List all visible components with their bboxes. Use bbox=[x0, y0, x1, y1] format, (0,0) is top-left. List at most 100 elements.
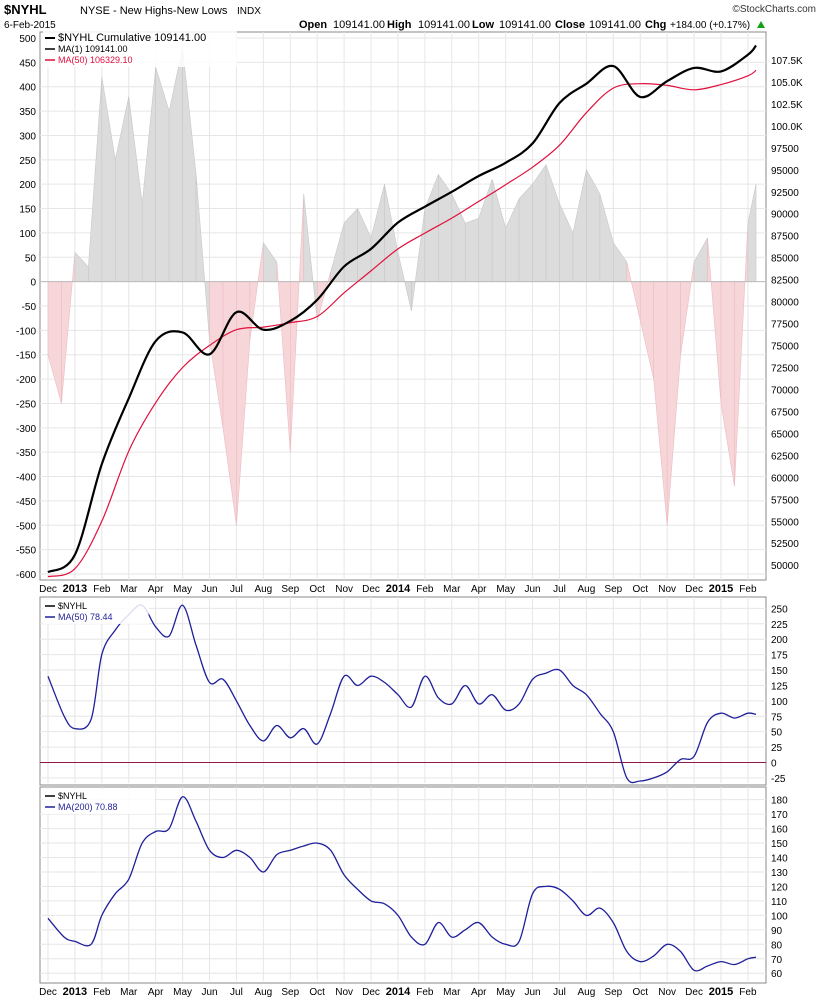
legend-label: MA(200) 70.88 bbox=[58, 802, 118, 812]
ma-line bbox=[47, 604, 757, 784]
x-axis-tick-label: Jul bbox=[553, 584, 566, 595]
right-axis-tick-label: 85000 bbox=[771, 254, 799, 265]
x-axis-tick-label: Aug bbox=[578, 584, 596, 595]
right-axis-tick-label: 52500 bbox=[771, 539, 799, 550]
x-axis-tick-label: Apr bbox=[148, 584, 164, 595]
x-axis-tick-label: 2013 bbox=[63, 986, 87, 998]
legend-background bbox=[43, 599, 149, 624]
left-axis-tick-label: -100 bbox=[16, 326, 36, 337]
x-axis-tick-label: Apr bbox=[148, 987, 164, 998]
histogram-segment bbox=[182, 47, 197, 282]
x-axis-tick-label: Jun bbox=[201, 987, 217, 998]
ma200-grid bbox=[40, 787, 766, 981]
histogram-segment bbox=[693, 237, 708, 282]
histogram-segment bbox=[505, 198, 520, 282]
x-axis-tick-label: 2015 bbox=[709, 583, 733, 595]
x-axis-tick-label: Oct bbox=[632, 584, 648, 595]
chart-date: 6-Feb-2015 bbox=[4, 20, 56, 31]
histogram-segment bbox=[720, 281, 735, 487]
x-axis-tick-label: Aug bbox=[578, 987, 596, 998]
x-axis-tick-label: Oct bbox=[632, 987, 648, 998]
x-axis-tick-label: Dec bbox=[39, 584, 57, 595]
right-axis-tick-label: 100.0K bbox=[771, 122, 803, 133]
left-axis-tick-label: 300 bbox=[19, 131, 36, 142]
x-axis-tick-label: Dec bbox=[685, 987, 703, 998]
x-axis-tick-label: 2014 bbox=[386, 583, 411, 595]
legend-label: MA(50) 78.44 bbox=[58, 612, 113, 622]
right-axis-tick-label: 180 bbox=[771, 796, 788, 807]
x-axis-tick-label: May bbox=[496, 584, 515, 595]
right-axis-tick-label: 57500 bbox=[771, 495, 799, 506]
right-axis-tick-label: 95000 bbox=[771, 166, 799, 177]
histogram-segment bbox=[155, 67, 170, 282]
histogram-segment bbox=[263, 241, 278, 282]
right-axis-tick-label: 80000 bbox=[771, 298, 799, 309]
left-axis-tick-label: 450 bbox=[19, 58, 36, 69]
chg-value: +184.00 (+0.17%) bbox=[670, 20, 750, 31]
x-axis-tick-label: Feb bbox=[416, 584, 434, 595]
histogram-segment bbox=[545, 164, 560, 282]
histogram-segment bbox=[747, 184, 757, 282]
histogram-segment bbox=[599, 193, 614, 282]
x-axis-tick-label: Aug bbox=[254, 584, 272, 595]
left-axis-tick-label: 400 bbox=[19, 83, 36, 94]
x-axis-tick-label: Feb bbox=[739, 584, 757, 595]
right-axis-tick-label: 70000 bbox=[771, 385, 799, 396]
histogram-segment bbox=[491, 179, 506, 282]
left-axis-tick-label: -200 bbox=[16, 375, 36, 386]
left-axis-tick-label: -300 bbox=[16, 424, 36, 435]
x-axis-tick-label: Jul bbox=[553, 987, 566, 998]
histogram-segment bbox=[464, 217, 480, 282]
high-label: High bbox=[387, 19, 412, 31]
high-value: 109141.00 bbox=[418, 19, 470, 31]
left-axis-tick-label: -450 bbox=[16, 497, 36, 508]
right-axis-tick-label: 70 bbox=[771, 955, 783, 966]
right-axis-tick-label: 107.5K bbox=[771, 56, 803, 67]
legend-label: $NYHL Cumulative 109141.00 bbox=[58, 32, 206, 44]
x-axis-tick-label: Apr bbox=[471, 584, 487, 595]
right-axis-tick-label: 60000 bbox=[771, 473, 799, 484]
right-axis-tick-label: 75000 bbox=[771, 342, 799, 353]
right-axis-ticks: 107.5K 105.0K 102.5K 100.0K 97500 95000 92500 9… bbox=[771, 56, 803, 572]
histogram-segment bbox=[115, 96, 130, 282]
close-label: Close bbox=[555, 19, 585, 31]
right-axis-tick-label: 50000 bbox=[771, 561, 799, 572]
chg-label: Chg bbox=[645, 19, 666, 31]
x-axis-tick-label: Mar bbox=[443, 987, 461, 998]
low-label: Low bbox=[472, 19, 494, 31]
x-axis-tick-label: 2013 bbox=[63, 583, 87, 595]
ma200-axis-ticks: 180 170 160 150 140 130 120 110 100 90 80 70 60 bbox=[771, 796, 788, 981]
x-axis-tick-label: Oct bbox=[309, 987, 325, 998]
histogram-segment bbox=[653, 281, 668, 526]
right-axis-tick-label: 80 bbox=[771, 940, 783, 951]
histogram-segment bbox=[88, 76, 103, 282]
legend-label: $NYHL bbox=[58, 601, 87, 611]
histogram-segment bbox=[209, 281, 224, 428]
legend-label: MA(1) 109141.00 bbox=[58, 44, 128, 54]
right-axis-tick-label: 225 bbox=[771, 620, 788, 631]
open-label: Open bbox=[299, 19, 327, 31]
left-axis-tick-label: -250 bbox=[16, 399, 36, 410]
left-axis-tick-label: -600 bbox=[16, 570, 36, 581]
right-axis-tick-label: 170 bbox=[771, 810, 788, 821]
main-x-axis-labels: Dec 2013 Feb Mar Apr May Jun Jul Aug Sep Oct Nov Dec… bbox=[39, 583, 757, 595]
left-axis-tick-label: -350 bbox=[16, 448, 36, 459]
x-axis-tick-label: Feb bbox=[739, 987, 757, 998]
histogram-segment bbox=[680, 262, 695, 355]
right-axis-tick-label: 105.0K bbox=[771, 78, 803, 89]
histogram-segment bbox=[438, 173, 453, 282]
x-axis-tick-label: Jun bbox=[525, 584, 541, 595]
x-axis-tick-label: Oct bbox=[309, 584, 325, 595]
right-axis-tick-label: 65000 bbox=[771, 429, 799, 440]
x-axis-tick-label: Mar bbox=[120, 987, 138, 998]
left-axis-tick-label: 500 bbox=[19, 34, 36, 45]
histogram-segment bbox=[518, 183, 533, 282]
open-value: 109141.00 bbox=[333, 19, 385, 31]
stockcharts-brand: ©StockCharts.com bbox=[732, 4, 816, 15]
left-axis-ticks: 500450400350300250200150100500-50-100-15… bbox=[16, 34, 36, 581]
ma50-line bbox=[47, 69, 757, 578]
